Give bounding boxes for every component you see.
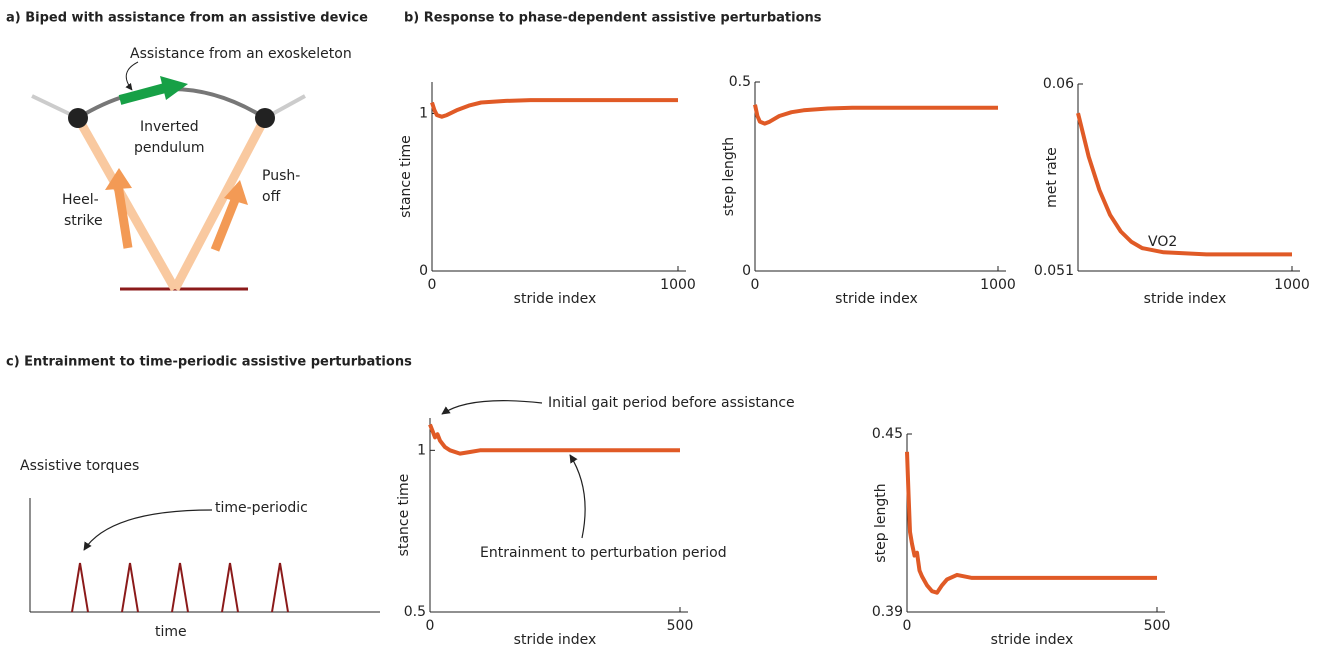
label: strike [64, 213, 103, 229]
y-axis-label: met rate [1044, 147, 1060, 208]
data-line [1078, 113, 1292, 254]
x-tick-label: 1000 [660, 277, 696, 293]
y-axis-label: stance time [396, 474, 412, 557]
y-axis-label: step length [873, 483, 889, 562]
x-axis-label: stride index [514, 632, 597, 648]
y-axis-label: stance time [398, 135, 414, 218]
axis-label: time [155, 624, 187, 640]
panel-title: c) Entrainment to time-periodic assistiv… [6, 355, 412, 370]
chart: 0.051 0.06 1000 stride index met rate VO2 [1034, 76, 1310, 307]
y-tick-label: 0.06 [1043, 76, 1074, 92]
x-tick-label: 0 [426, 618, 435, 634]
y-axis-label: step length [721, 137, 737, 216]
data-line [907, 452, 1157, 593]
biped-diagram: Assistance from an exoskeleton Inverted … [32, 46, 352, 289]
x-axis-label: stride index [835, 291, 918, 307]
label: pendulum [134, 140, 205, 156]
label: Heel- [62, 192, 99, 208]
y-tick-label: 0.5 [404, 604, 426, 620]
x-axis-label: stride index [514, 291, 597, 307]
x-axis-label: stride index [1144, 291, 1227, 307]
x-tick-label: 1000 [1274, 277, 1310, 293]
annotation: VO2 [1148, 234, 1177, 250]
label: Inverted [140, 119, 199, 135]
y-tick-label: 1 [417, 442, 426, 458]
chart: 0.5 1 0 500 stride index stance time Initial g… [396, 395, 795, 648]
panel-title: b) Response to phase-dependent assistive… [404, 11, 822, 26]
x-axis-label: stride index [991, 632, 1074, 648]
label: off [262, 189, 281, 205]
x-tick-label: 500 [1144, 618, 1171, 634]
y-tick-label: 0.45 [872, 426, 903, 442]
annotation: time-periodic [215, 500, 308, 516]
annotation: Initial gait period before assistance [548, 395, 795, 411]
data-line [755, 105, 998, 124]
y-tick-label: 0.5 [729, 74, 751, 90]
annotation-arrow [570, 455, 585, 538]
x-tick-label: 0 [903, 618, 912, 634]
torque-diagram: Assistive torques time-periodic time [20, 458, 380, 640]
chart: 0.39 0.45 0 500 stride index step length [872, 426, 1171, 648]
figure: a) Biped with assistance from an assisti… [0, 0, 1328, 653]
label: Push- [262, 168, 300, 184]
y-tick-label: 1 [419, 106, 428, 122]
y-tick-label: 0.39 [872, 604, 903, 620]
annotation-arrow [442, 401, 542, 414]
y-tick-label: 0.051 [1034, 263, 1074, 279]
annotation: Assistance from an exoskeleton [130, 46, 352, 62]
x-tick-label: 0 [428, 277, 437, 293]
data-line [430, 425, 680, 454]
annotation: Entrainment to perturbation period [480, 545, 727, 561]
x-tick-label: 1000 [980, 277, 1016, 293]
x-tick-label: 500 [667, 618, 694, 634]
diagram-title: Assistive torques [20, 458, 139, 474]
panel-title: a) Biped with assistance from an assisti… [6, 11, 368, 26]
data-line [432, 100, 678, 117]
x-tick-label: 0 [751, 277, 760, 293]
